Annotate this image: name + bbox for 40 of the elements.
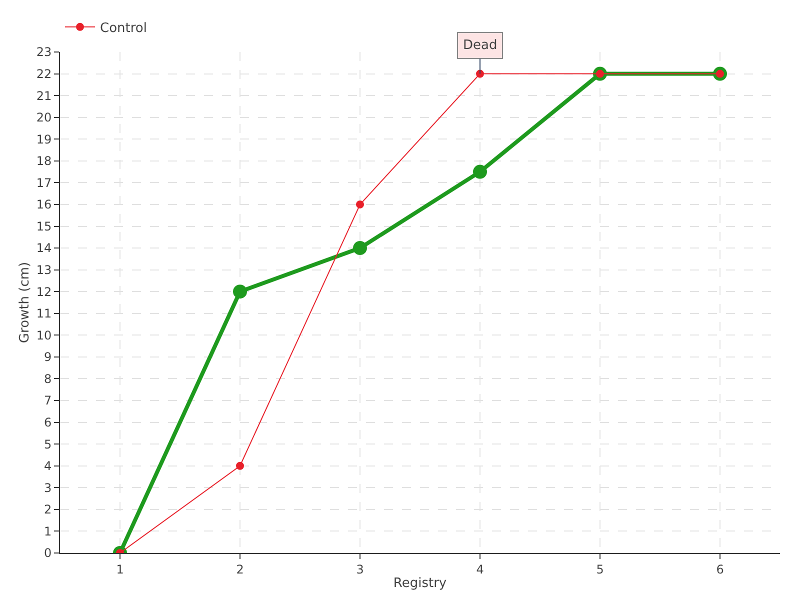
- point: [236, 462, 244, 470]
- annotation: Dead: [463, 38, 498, 53]
- point: [473, 164, 487, 179]
- y-tick-label: 4: [44, 459, 52, 474]
- y-axis-title: Growth (cm): [17, 262, 32, 344]
- y-tick-label: 16: [36, 198, 52, 212]
- y-tick-label: 9: [44, 350, 52, 364]
- y-tick-label: 19: [36, 132, 52, 146]
- y-tick-label: 8: [44, 372, 52, 386]
- y-tick-label: 3: [44, 480, 52, 495]
- point: [233, 284, 247, 299]
- y-tick-label: 22: [36, 66, 52, 81]
- y-tick-label: 13: [36, 263, 52, 278]
- y-tick-label: 14: [36, 241, 52, 256]
- y-tick-label: 15: [36, 219, 52, 234]
- y-tick-label: 23: [36, 45, 52, 60]
- x-tick-label: 3: [356, 562, 364, 576]
- x-tick-label: 5: [596, 562, 604, 576]
- y-tick-label: 0: [44, 546, 52, 560]
- y-tick-label: 10: [36, 328, 52, 342]
- y-tick-label: 11: [36, 306, 52, 321]
- y-tick-label: 6: [44, 416, 52, 430]
- x-tick-label: 1: [116, 562, 124, 576]
- y-tick-label: 5: [44, 437, 52, 452]
- y-tick-label: 7: [44, 394, 52, 408]
- legend-label: Control: [100, 21, 147, 36]
- point: [356, 200, 364, 208]
- x-axis-title: Registry: [393, 576, 447, 591]
- point: [476, 70, 484, 78]
- y-tick-label: 12: [36, 284, 52, 299]
- x-tick-label: 4: [476, 562, 484, 576]
- y-tick-label: 18: [36, 154, 52, 168]
- x-tick-label: 6: [716, 562, 724, 576]
- x-tick-label: 2: [236, 562, 244, 576]
- y-tick-label: 21: [36, 88, 52, 103]
- y-tick-label: 17: [36, 176, 52, 190]
- y-tick-label: 2: [44, 502, 52, 517]
- point: [353, 241, 367, 256]
- y-tick-label: 1: [44, 524, 52, 538]
- y-tick-label: 20: [36, 110, 52, 125]
